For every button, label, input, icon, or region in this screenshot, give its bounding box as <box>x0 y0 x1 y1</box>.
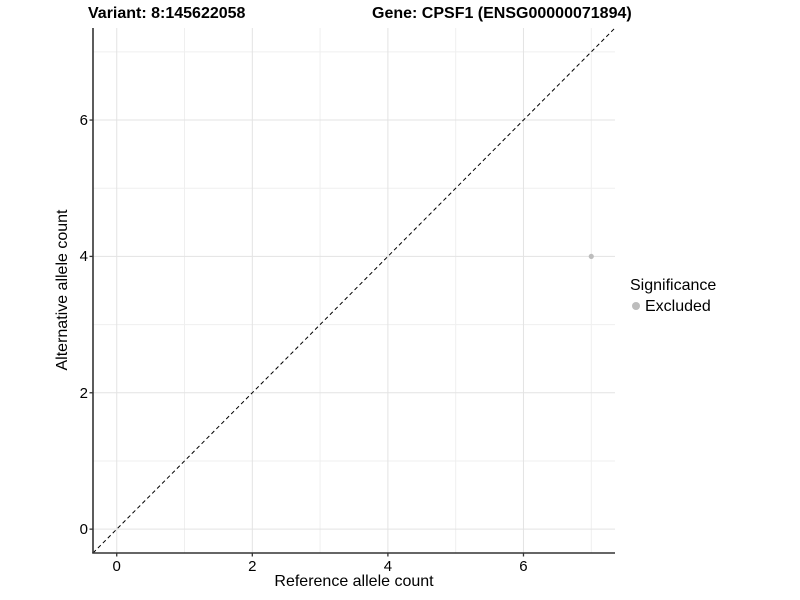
y-tick-label-6: 6 <box>79 112 88 130</box>
identity-dashed-line <box>92 27 616 554</box>
x-tick-label-0: 0 <box>112 558 121 575</box>
x-axis-title: Reference allele count <box>274 573 434 590</box>
legend-entries: Excluded <box>630 298 716 316</box>
legend-title: Significance <box>630 277 717 294</box>
x-tick-label-4: 4 <box>383 558 393 575</box>
plot-title-variant: Variant: 8:145622058 <box>88 5 246 22</box>
data-point-0 <box>588 253 594 260</box>
y-tick-label-0: 0 <box>79 521 88 539</box>
y-tick-label-2: 2 <box>79 384 88 402</box>
legend-entry-excluded: Excluded <box>632 298 716 316</box>
y-tick-label-4: 4 <box>79 248 88 266</box>
legend: Significance Excluded <box>630 277 716 315</box>
legend-entry-label: Excluded <box>645 297 711 315</box>
legend-point-icon <box>632 302 640 311</box>
x-tick-label-6: 6 <box>519 558 528 575</box>
plot-title-gene: Gene: CPSF1 (ENSG00000071894) <box>372 5 632 22</box>
x-tick-label-2: 2 <box>248 558 257 575</box>
